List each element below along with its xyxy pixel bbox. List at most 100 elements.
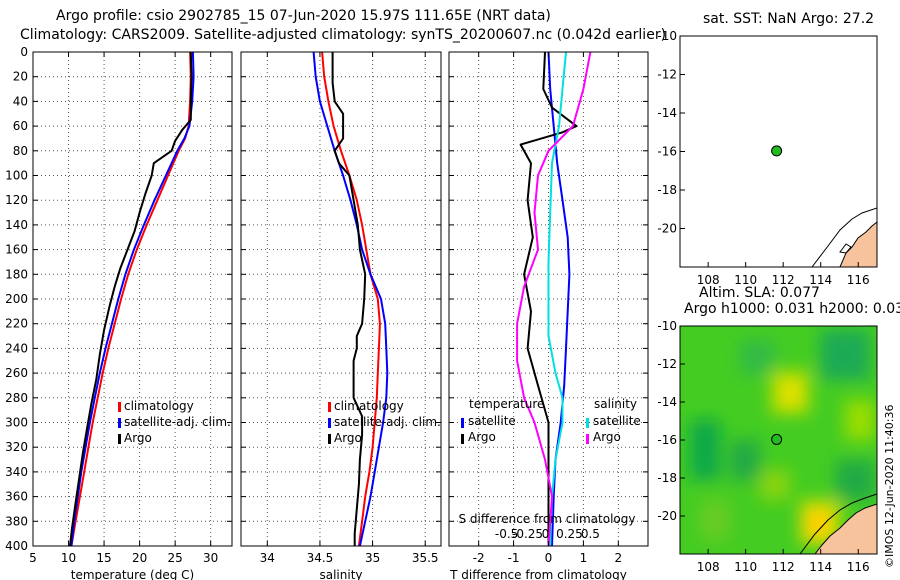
- sst-map-title: sat. SST: NaN Argo: 27.2: [703, 11, 874, 27]
- x-tick-label: 10: [61, 551, 76, 565]
- map-x-tick-label: 114: [809, 560, 832, 574]
- map-x-tick-label: 114: [809, 273, 832, 287]
- sla-blob: [690, 420, 720, 480]
- sst-isobath: [811, 207, 877, 267]
- legend-diff-salinity-heading: salinity: [594, 397, 637, 411]
- sla-isobath: [799, 493, 877, 554]
- x-axis-label-secondary: S difference from climatology: [459, 512, 636, 526]
- map-y-tick-label: -18: [657, 183, 677, 197]
- legend-satellite-label: satellite-adj. clim.: [124, 415, 231, 429]
- legend-argo-swatch: [118, 434, 121, 444]
- map-y-tick-label: -10: [657, 29, 677, 43]
- sla-blob: [835, 460, 875, 500]
- map-x-tick-label: 116: [847, 273, 870, 287]
- sla-blob: [740, 340, 775, 375]
- header-title-line2: Climatology: CARS2009. Satellite-adjuste…: [20, 27, 666, 43]
- sst-map-coast: [811, 207, 877, 267]
- x-tick-label: 35: [365, 551, 380, 565]
- argo-position-marker: [771, 433, 783, 445]
- sla-land: [814, 503, 877, 554]
- sla-field: [680, 326, 877, 554]
- y-tick-label: 400: [5, 539, 28, 553]
- salinity-panel: 34 34.5 35 35.5 salinity: [240, 51, 442, 580]
- y-tick-label: 280: [5, 391, 28, 405]
- sla-blob: [806, 510, 830, 538]
- map-y-tick-label: -12: [657, 68, 677, 82]
- difference-panel: -2 -1 0 1 2 T difference from climatology S di…: [448, 51, 649, 580]
- y-tick-label: 320: [5, 440, 28, 454]
- x-tick-label: 20: [132, 551, 147, 565]
- map-x-tick-label: 112: [772, 273, 795, 287]
- x-tick-label: 15: [96, 551, 111, 565]
- x-axis-label: salinity: [319, 568, 362, 580]
- legend-sal-argo-swatch: [328, 434, 331, 444]
- sla-blob: [780, 380, 802, 406]
- sla-blob: [760, 470, 790, 500]
- map-x-tick-label: 116: [847, 560, 870, 574]
- header-title-line1: Argo profile: csio 2902785_15 07-Jun-202…: [56, 8, 551, 24]
- series-line-argo: [331, 52, 367, 546]
- temperature-legend: climatology satellite-adj. clim. Argo: [118, 399, 231, 445]
- series-line-salinity-argo: [516, 51, 592, 547]
- y-tick-label: 240: [5, 341, 28, 355]
- x-tick-label: 2: [615, 551, 623, 565]
- y-tick-label: 80: [13, 144, 28, 158]
- legend-sal-satellite-label: satellite-adj. clim.: [334, 415, 441, 429]
- difference-legend: temperature satellite Argo salinity sate…: [461, 397, 641, 444]
- legend-sal-climatology-swatch: [328, 402, 331, 412]
- x-tick-label: 30: [203, 551, 218, 565]
- x-tick-label: 25: [168, 551, 183, 565]
- legend-argo-label: Argo: [124, 431, 152, 445]
- sla-map: 108 110 112 114 116 -10 -12 -14 -16 -18 -20: [657, 319, 878, 574]
- x-tick-label-secondary: 0.5: [581, 527, 600, 541]
- series-line-satellite-adj-clim-: [312, 51, 389, 547]
- argo-position-marker: [771, 145, 783, 157]
- y-tick-label: 140: [5, 218, 28, 232]
- map-x-tick-label: 110: [734, 273, 757, 287]
- y-tick-label: 360: [5, 490, 28, 504]
- map-y-tick-label: -10: [657, 319, 677, 333]
- y-tick-label: 20: [13, 70, 28, 84]
- series-line-temperature-argo: [519, 51, 578, 546]
- x-tick-label: -2: [473, 551, 485, 565]
- legend-climatology-label: climatology: [124, 399, 194, 413]
- sla-blob: [730, 440, 760, 480]
- map-x-tick-label: 108: [697, 560, 720, 574]
- x-tick-label-secondary: -0.5: [495, 527, 518, 541]
- sla-blob: [820, 330, 870, 380]
- y-tick-label: 200: [5, 292, 28, 306]
- map-y-tick-label: -12: [657, 357, 677, 371]
- legend-climatology-swatch: [118, 402, 121, 412]
- map-x-tick-label: 108: [697, 273, 720, 287]
- x-tick-label: 34.5: [307, 551, 334, 565]
- series-line-satellite-adj-clim-: [70, 51, 195, 547]
- map-x-tick-label: 110: [734, 560, 757, 574]
- legend-sal-argo-label: Argo: [334, 431, 362, 445]
- sla-blob: [845, 400, 875, 440]
- series-line-salinity-satellite: [547, 51, 567, 547]
- map-y-tick-label: -18: [657, 471, 677, 485]
- legend-sal-satellite-swatch: [328, 418, 331, 428]
- y-tick-label: 120: [5, 193, 28, 207]
- legend-diff-sal-argo-label: Argo: [593, 430, 621, 444]
- x-tick-label-secondary: 0: [542, 527, 550, 541]
- y-tick-label: 60: [13, 119, 28, 133]
- x-axis-label: T difference from climatology: [449, 568, 627, 580]
- y-tick-label: 300: [5, 416, 28, 430]
- x-tick-label-secondary: -0.25: [512, 527, 543, 541]
- map-y-tick-label: -16: [657, 145, 677, 159]
- map-y-tick-label: -14: [657, 395, 677, 409]
- legend-sal-climatology-label: climatology: [334, 399, 404, 413]
- y-tick-label: 380: [5, 514, 28, 528]
- x-tick-label: 0: [545, 551, 553, 565]
- y-tick-label: 0: [20, 45, 28, 59]
- legend-diff-temp-satellite-swatch: [461, 418, 464, 428]
- legend-diff-temp-argo-label: Argo: [468, 430, 496, 444]
- x-tick-label: 5: [29, 551, 37, 565]
- y-tick-label: 100: [5, 169, 28, 183]
- y-tick-label: 220: [5, 317, 28, 331]
- legend-diff-sal-satellite-label: satellite: [593, 414, 641, 428]
- map-y-tick-label: -20: [657, 222, 677, 236]
- x-tick-label-secondary: 0.25: [556, 527, 583, 541]
- map-x-tick-label: 112: [772, 560, 795, 574]
